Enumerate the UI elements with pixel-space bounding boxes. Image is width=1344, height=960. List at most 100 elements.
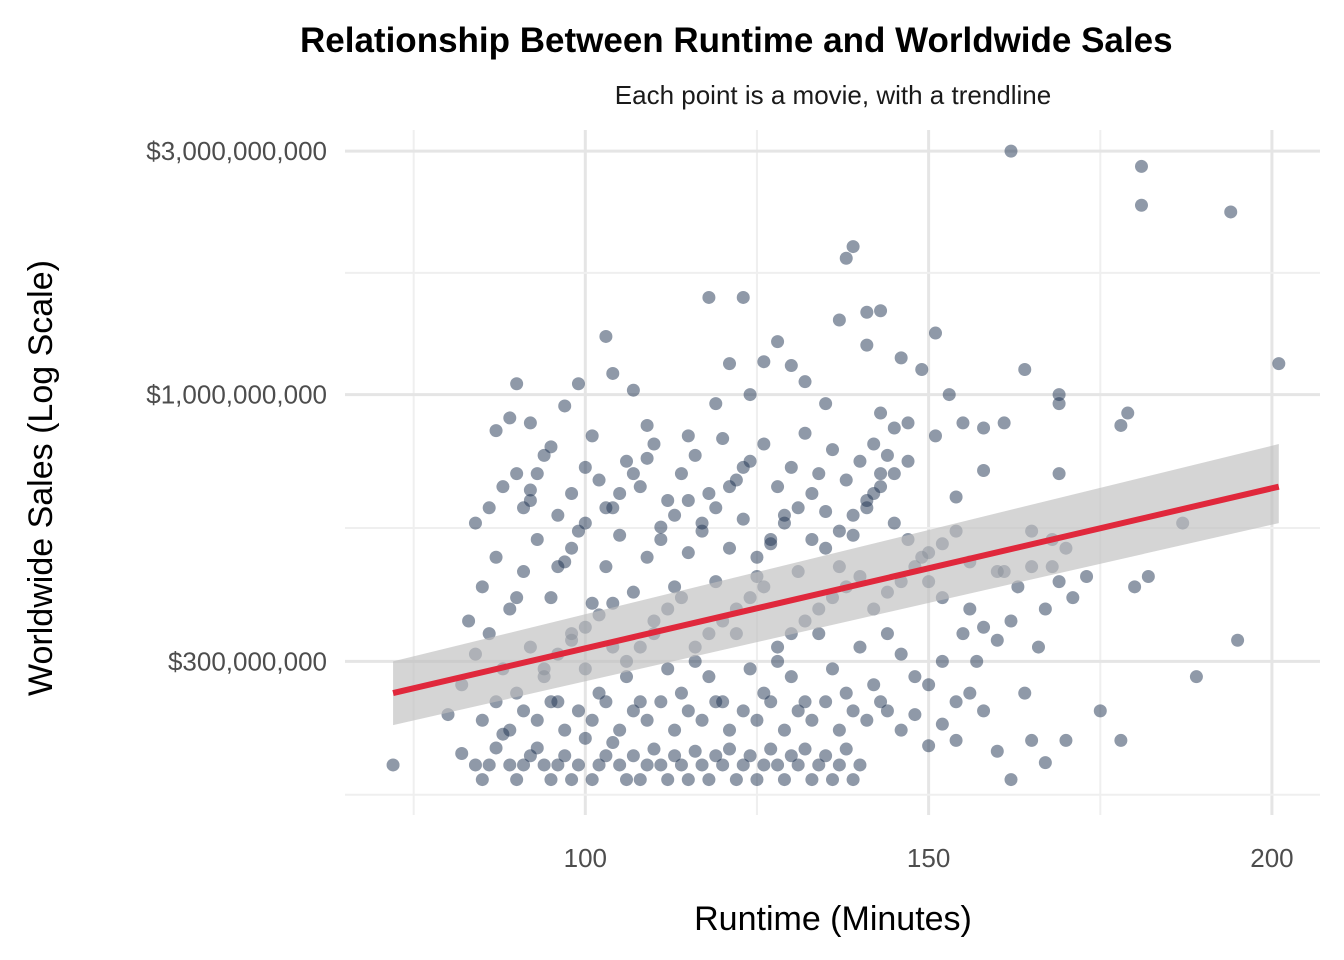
data-point	[922, 739, 936, 753]
data-point	[928, 429, 942, 443]
data-point	[1004, 614, 1018, 628]
data-point	[633, 695, 647, 709]
data-point	[764, 695, 778, 709]
data-point	[922, 678, 936, 692]
x-axis-title: Runtime (Minutes)	[694, 900, 972, 938]
data-point	[887, 516, 901, 530]
x-tick-label: 200	[1250, 843, 1293, 873]
data-point	[565, 541, 579, 555]
data-point	[661, 662, 675, 676]
data-point	[489, 550, 503, 564]
data-point	[613, 723, 627, 737]
data-point	[716, 758, 730, 772]
data-point	[654, 532, 668, 546]
data-point	[468, 516, 482, 530]
data-point	[1059, 733, 1073, 747]
data-point	[530, 467, 544, 481]
data-point	[887, 467, 901, 481]
data-point	[661, 773, 675, 787]
data-point	[640, 713, 654, 727]
data-point	[681, 429, 695, 443]
y-tick-label: $1,000,000,000	[146, 380, 327, 410]
data-point	[1231, 633, 1245, 647]
data-point	[599, 560, 613, 574]
data-point	[496, 480, 510, 494]
data-point	[901, 416, 915, 430]
data-point	[736, 758, 750, 772]
data-point	[551, 560, 565, 574]
data-point	[647, 742, 661, 756]
data-point	[551, 758, 565, 772]
data-point	[1038, 756, 1052, 770]
data-point	[647, 437, 661, 451]
data-point	[1134, 159, 1148, 173]
data-point	[963, 602, 977, 616]
data-point	[777, 516, 791, 530]
data-point	[668, 723, 682, 737]
data-point	[475, 580, 489, 594]
data-point	[798, 695, 812, 709]
data-point	[846, 773, 860, 787]
data-point	[695, 758, 709, 772]
data-point	[640, 550, 654, 564]
data-point	[805, 773, 819, 787]
data-point	[626, 585, 640, 599]
data-point	[867, 678, 881, 692]
chart-subtitle: Each point is a movie, with a trendline	[615, 80, 1051, 110]
data-point	[558, 749, 572, 763]
data-point	[702, 773, 716, 787]
data-point	[1189, 670, 1203, 684]
data-point	[750, 773, 764, 787]
data-point	[826, 662, 839, 676]
data-point	[517, 565, 531, 579]
data-point	[784, 749, 798, 763]
data-point	[620, 670, 634, 684]
data-point	[723, 357, 737, 371]
data-point	[887, 421, 901, 435]
data-point	[503, 723, 517, 737]
data-point	[386, 758, 400, 772]
data-point	[503, 602, 517, 616]
data-point	[860, 713, 874, 727]
data-point	[716, 432, 730, 446]
data-point	[757, 437, 771, 451]
data-point	[702, 290, 716, 304]
data-point	[606, 366, 620, 380]
data-point	[784, 460, 798, 474]
data-point	[819, 541, 833, 555]
data-point	[1031, 640, 1045, 654]
data-point	[482, 758, 496, 772]
data-point	[709, 501, 723, 515]
data-point	[1121, 406, 1135, 420]
data-point	[468, 758, 482, 772]
data-point	[874, 695, 888, 709]
data-point	[517, 704, 531, 718]
data-points	[386, 144, 1286, 787]
data-point	[709, 397, 723, 411]
data-point	[935, 654, 949, 668]
data-point	[668, 508, 682, 522]
data-point	[901, 454, 915, 468]
data-point	[1018, 362, 1032, 376]
data-point	[613, 528, 627, 542]
data-point	[853, 758, 867, 772]
data-point	[1114, 418, 1128, 432]
data-point	[606, 736, 620, 750]
data-point	[1038, 602, 1052, 616]
data-point	[640, 418, 654, 432]
data-point	[798, 742, 812, 756]
data-point	[1052, 388, 1066, 402]
data-point	[585, 713, 599, 727]
data-point	[510, 377, 524, 391]
data-point	[750, 713, 764, 727]
data-point	[723, 480, 737, 494]
data-point	[942, 388, 956, 402]
data-point	[874, 304, 888, 318]
data-point	[764, 532, 778, 546]
data-point	[771, 640, 785, 654]
data-point	[1128, 580, 1142, 594]
data-point	[894, 351, 908, 365]
data-point	[894, 723, 908, 737]
data-point	[949, 695, 963, 709]
data-point	[592, 473, 606, 487]
